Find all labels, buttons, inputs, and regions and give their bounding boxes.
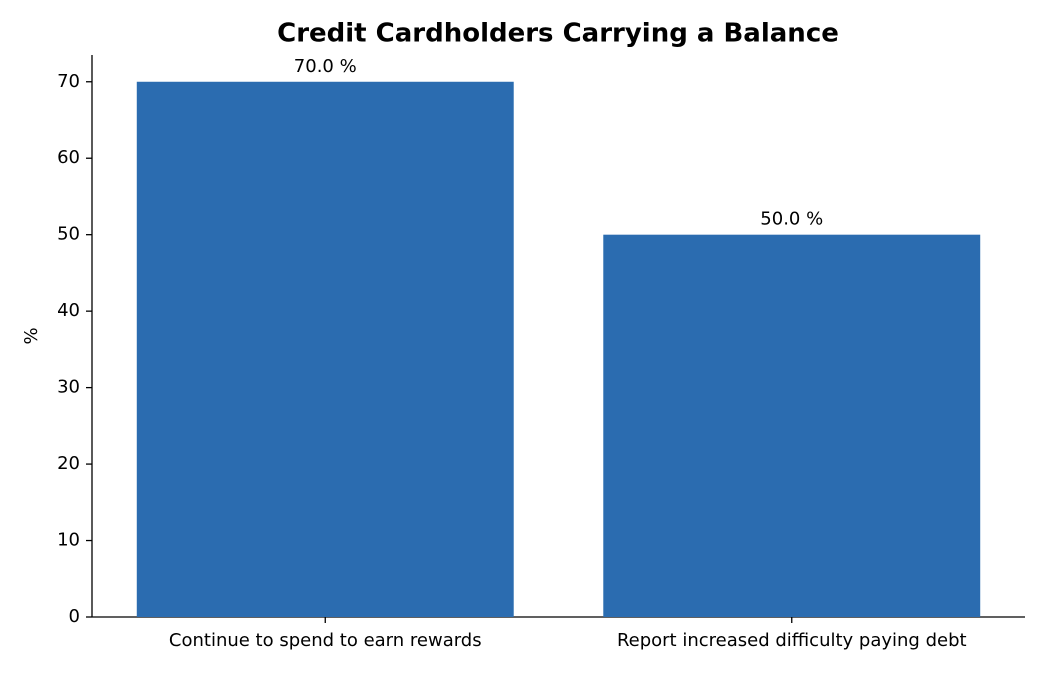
bar: [136, 81, 514, 617]
y-tick-label: 70: [57, 71, 80, 92]
y-tick-label: 10: [57, 530, 80, 551]
y-tick-label: 0: [69, 606, 80, 627]
y-tick-label: 50: [57, 224, 80, 245]
chart-title: Credit Cardholders Carrying a Balance: [277, 19, 839, 49]
y-tick-label: 60: [57, 147, 80, 168]
y-tick-label: 40: [57, 300, 80, 321]
y-tick-label: 30: [57, 377, 80, 398]
x-tick-label: Report increased difficulty paying debt: [617, 630, 967, 651]
value-label: 70.0 %: [294, 56, 357, 77]
y-tick-label: 20: [57, 453, 80, 474]
bar: [603, 234, 981, 617]
y-axis-label: %: [21, 327, 42, 344]
x-tick-label: Continue to spend to earn rewards: [169, 630, 482, 651]
value-label: 50.0 %: [760, 209, 823, 230]
